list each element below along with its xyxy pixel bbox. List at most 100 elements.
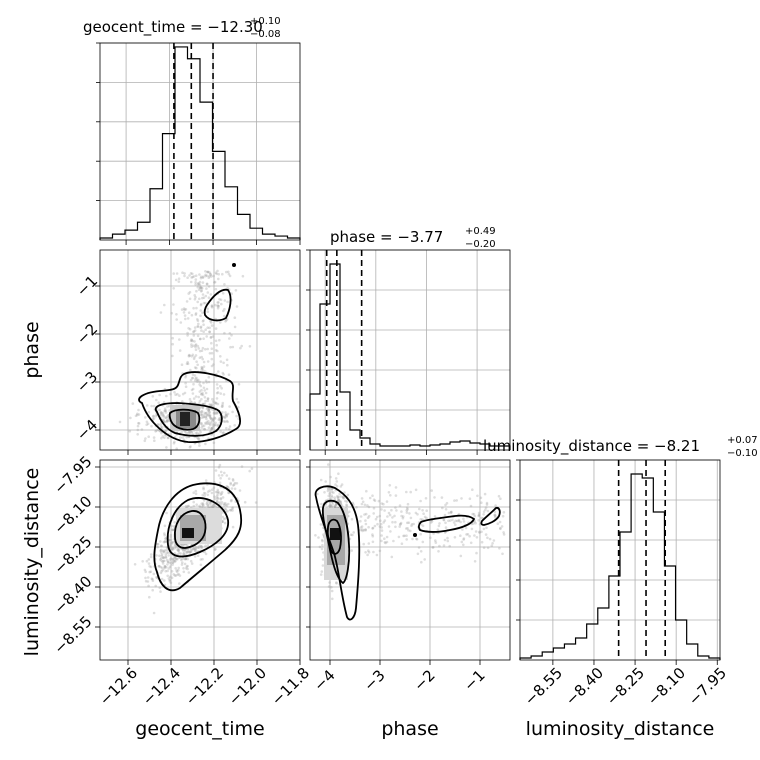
hist-panel-luminosity-distance: [516, 459, 721, 665]
sample-point: [188, 397, 192, 401]
sample-point: [405, 490, 408, 494]
sample-point: [185, 300, 189, 303]
sample-point: [171, 561, 175, 565]
sample-point: [421, 540, 425, 544]
sample-point: [190, 562, 194, 565]
sample-point: [149, 565, 153, 569]
sample-point: [207, 408, 211, 412]
sample-point: [222, 420, 226, 423]
sample-point: [195, 289, 198, 293]
sample-point: [204, 421, 207, 425]
sample-point: [210, 426, 214, 430]
sample-point: [192, 330, 195, 334]
sample-point: [151, 415, 155, 418]
sample-point: [225, 270, 228, 274]
sample-point: [153, 439, 156, 443]
sample-point: [194, 281, 197, 284]
sample-point: [206, 397, 210, 400]
sample-point: [200, 397, 203, 401]
sample-point: [191, 547, 195, 550]
sample-point: [378, 549, 382, 553]
sample-point: [172, 573, 175, 576]
sample-point: [170, 543, 173, 546]
sample-point: [455, 499, 459, 502]
sample-point: [372, 498, 376, 502]
sample-point: [229, 508, 232, 512]
sample-point: [167, 567, 171, 570]
sample-point: [205, 287, 208, 290]
sample-point: [201, 346, 205, 350]
sample-point: [159, 422, 162, 426]
sample-point: [195, 366, 198, 370]
sample-point: [188, 550, 191, 554]
sample-point: [184, 385, 188, 389]
sample-point: [409, 516, 413, 520]
sample-point: [230, 498, 233, 502]
sample-point: [190, 343, 193, 346]
sample-point: [192, 500, 195, 504]
sample-point: [152, 572, 156, 576]
sample-point: [391, 516, 394, 519]
sample-point: [160, 431, 163, 435]
sample-point: [201, 393, 205, 397]
sample-point: [359, 526, 363, 529]
sample-point: [190, 388, 194, 392]
sample-point: [150, 424, 153, 428]
tick-label: −8.40: [562, 664, 607, 709]
sample-point: [210, 304, 214, 308]
sample-point: [452, 521, 456, 524]
sample-point: [163, 436, 166, 440]
sample-point: [433, 515, 437, 518]
sample-point: [500, 525, 504, 528]
sample-point: [200, 546, 203, 550]
grid: [100, 250, 300, 450]
sample-point: [209, 336, 213, 339]
sample-point: [164, 556, 168, 559]
sample-point: [213, 411, 216, 415]
sample-point: [222, 517, 226, 521]
sample-point: [204, 391, 208, 395]
sample-point: [182, 307, 186, 310]
sample-point: [161, 435, 165, 438]
sample-point: [226, 509, 229, 513]
sample-point: [201, 502, 205, 505]
sample-point: [161, 412, 165, 415]
sample-point: [214, 402, 218, 405]
sample-point: [231, 506, 235, 509]
sample-point: [199, 276, 203, 280]
sample-point: [199, 430, 202, 434]
sample-point: [165, 419, 169, 422]
sample-point: [367, 514, 371, 518]
sample-point: [203, 389, 206, 392]
histogram-step: [99, 46, 301, 240]
sample-point: [213, 401, 217, 404]
sample-point: [200, 421, 203, 425]
sample-point: [183, 274, 186, 278]
tick-label: −8.55: [521, 664, 566, 709]
sample-point: [161, 562, 165, 565]
sample-point: [206, 504, 210, 508]
sample-point: [199, 563, 203, 567]
sample-point: [160, 544, 163, 548]
sample-point: [195, 503, 198, 507]
sample-point: [195, 376, 198, 380]
sample-point: [421, 524, 425, 528]
sample-point: [216, 491, 220, 495]
sample-point: [231, 509, 234, 512]
sample-point: [183, 308, 186, 312]
sample-point: [210, 427, 213, 431]
sample-point: [221, 520, 225, 523]
sample-point: [388, 513, 392, 517]
sample-point: [165, 558, 169, 562]
sample-point: [209, 336, 213, 339]
sample-point: [198, 283, 202, 287]
sample-point: [223, 521, 227, 525]
sample-point: [380, 502, 384, 505]
sample-point: [217, 370, 220, 373]
sample-point: [416, 513, 419, 516]
sample-point: [200, 410, 204, 413]
sample-point: [190, 430, 194, 434]
sample-point: [169, 535, 173, 539]
sample-point: [186, 362, 190, 366]
